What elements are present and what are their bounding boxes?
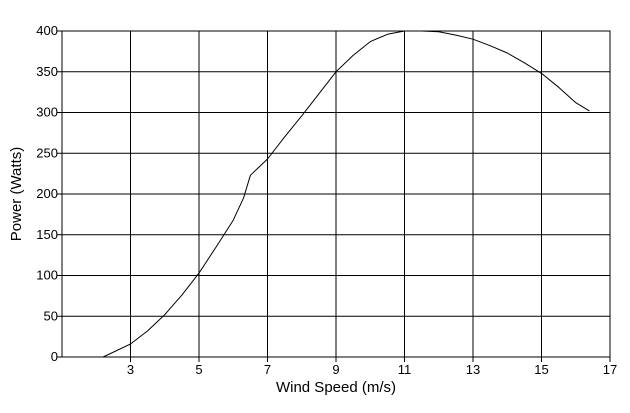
x-tick-label: 3 — [127, 362, 134, 377]
x-tick-label: 11 — [398, 362, 412, 377]
y-tick-label: 200 — [36, 186, 58, 201]
x-tick-labels: 3 5 7 9 11 13 15 17 — [127, 362, 617, 377]
y-tick-label: 400 — [36, 23, 58, 38]
x-axis-title: Wind Speed (m/s) — [276, 379, 396, 396]
power-curve-line — [102, 30, 590, 358]
y-tick-label: 300 — [36, 105, 58, 120]
x-tick-label: 7 — [264, 362, 271, 377]
y-tick-label: 150 — [36, 227, 58, 242]
x-tick-label: 15 — [534, 362, 548, 377]
x-tick-label: 5 — [195, 362, 202, 377]
x-tick-label: 9 — [332, 362, 339, 377]
series-layer — [102, 30, 590, 358]
y-tick-label: 0 — [51, 349, 58, 364]
plot-frame — [61, 30, 611, 358]
y-tick-label: 250 — [36, 145, 58, 160]
y-tick-labels: 0 50 100 150 200 250 300 350 400 — [36, 23, 58, 364]
y-tick-label: 350 — [36, 64, 58, 79]
y-axis-title: Power (Watts) — [8, 147, 25, 241]
y-tick-label: 100 — [36, 268, 58, 283]
y-tick-label: 50 — [44, 308, 58, 323]
grid-layer — [57, 30, 611, 362]
x-tick-label: 13 — [466, 362, 480, 377]
x-tick-label: 17 — [603, 362, 617, 377]
